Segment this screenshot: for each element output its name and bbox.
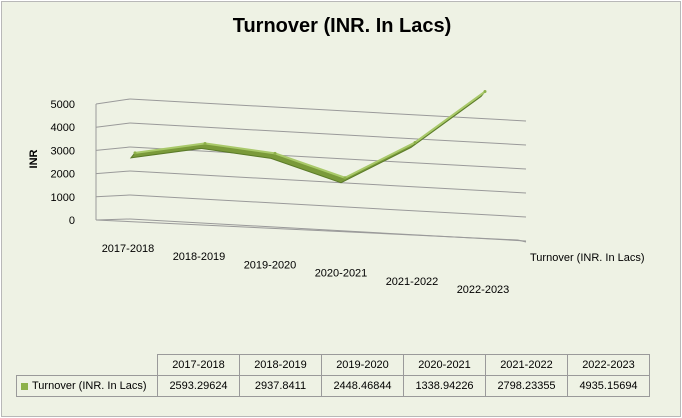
data-point: [133, 151, 137, 155]
gridline-side: [95, 122, 131, 128]
x-tick-label: 2020-2021: [315, 268, 368, 280]
plot-area: 5000 4000 3000 2000 1000 0 2017-2018 2018-2019…: [51, 90, 645, 296]
gridline-back: [129, 170, 527, 194]
y-tick-label: 2000: [51, 169, 75, 181]
table-value-cell: 1338.94226: [403, 375, 486, 397]
table-header-cell: 2020-2021: [403, 354, 486, 376]
depth-axis-line: [517, 239, 527, 243]
depth-axis-label: Turnover (INR. In Lacs): [530, 252, 645, 264]
series-line: [129, 90, 487, 184]
data-point: [203, 141, 207, 145]
x-axis-ticks: 2017-2018 2018-2019 2019-2020 2020-2021 2021…: [102, 243, 510, 296]
gridline-back: [129, 122, 527, 146]
x-tick-label: 2021-2022: [386, 276, 439, 288]
x-tick-label: 2017-2018: [102, 243, 155, 255]
legend-label: Turnover (INR. In Lacs): [32, 380, 147, 392]
gridline-side: [95, 194, 131, 198]
table-value-cell: 2798.23355: [485, 375, 568, 397]
table-header-cell: 2021-2022: [485, 354, 568, 376]
gridline-side: [95, 146, 131, 151]
series-ribbon: [129, 91, 486, 184]
y-tick-label: 1000: [51, 192, 75, 204]
y-tick-label: 0: [69, 215, 75, 227]
gridlines: [95, 98, 527, 242]
table-value-cell: 2937.8411: [239, 375, 322, 397]
gridline-side: [95, 98, 131, 105]
floor-edge: [95, 219, 519, 241]
data-table: 2017-2018 2018-2019 2019-2020 2020-2021 …: [16, 354, 650, 397]
table-header-cell: 2019-2020: [321, 354, 404, 376]
gridline-back: [129, 146, 527, 170]
data-point: [273, 151, 277, 155]
gridline-back: [129, 98, 527, 122]
data-point: [483, 90, 487, 94]
gridline-side: [95, 170, 131, 175]
x-tick-label: 2022-2023: [457, 284, 510, 296]
data-point: [343, 176, 347, 180]
table-header-cell: 2018-2019: [239, 354, 322, 376]
table-header-cell: 2017-2018: [157, 354, 240, 376]
data-table-header: 2017-2018 2018-2019 2019-2020 2020-2021 …: [17, 354, 650, 376]
y-tick-label: 5000: [51, 99, 75, 111]
x-tick-label: 2018-2019: [173, 251, 226, 263]
data-table-row: Turnover (INR. In Lacs) 2593.29624 2937.…: [16, 375, 650, 397]
table-value-cell: 2448.46844: [321, 375, 404, 397]
legend-entry: Turnover (INR. In Lacs): [16, 375, 158, 397]
y-tick-label: 3000: [51, 145, 75, 157]
y-tick-label: 4000: [51, 122, 75, 134]
table-value-cell: 2593.29624: [157, 375, 240, 397]
y-axis-ticks: 5000 4000 3000 2000 1000 0: [51, 99, 75, 227]
table-header-cell: 2022-2023: [567, 354, 650, 376]
table-value-cell: 4935.15694: [567, 375, 650, 397]
gridline-back: [129, 194, 527, 218]
depth-axis: Turnover (INR. In Lacs): [517, 239, 645, 264]
data-point: [413, 140, 417, 144]
series-line-top: [134, 90, 486, 179]
chart-title: Turnover (INR. In Lacs): [232, 15, 452, 37]
x-tick-label: 2019-2020: [244, 259, 297, 271]
legend-swatch: [21, 382, 28, 390]
